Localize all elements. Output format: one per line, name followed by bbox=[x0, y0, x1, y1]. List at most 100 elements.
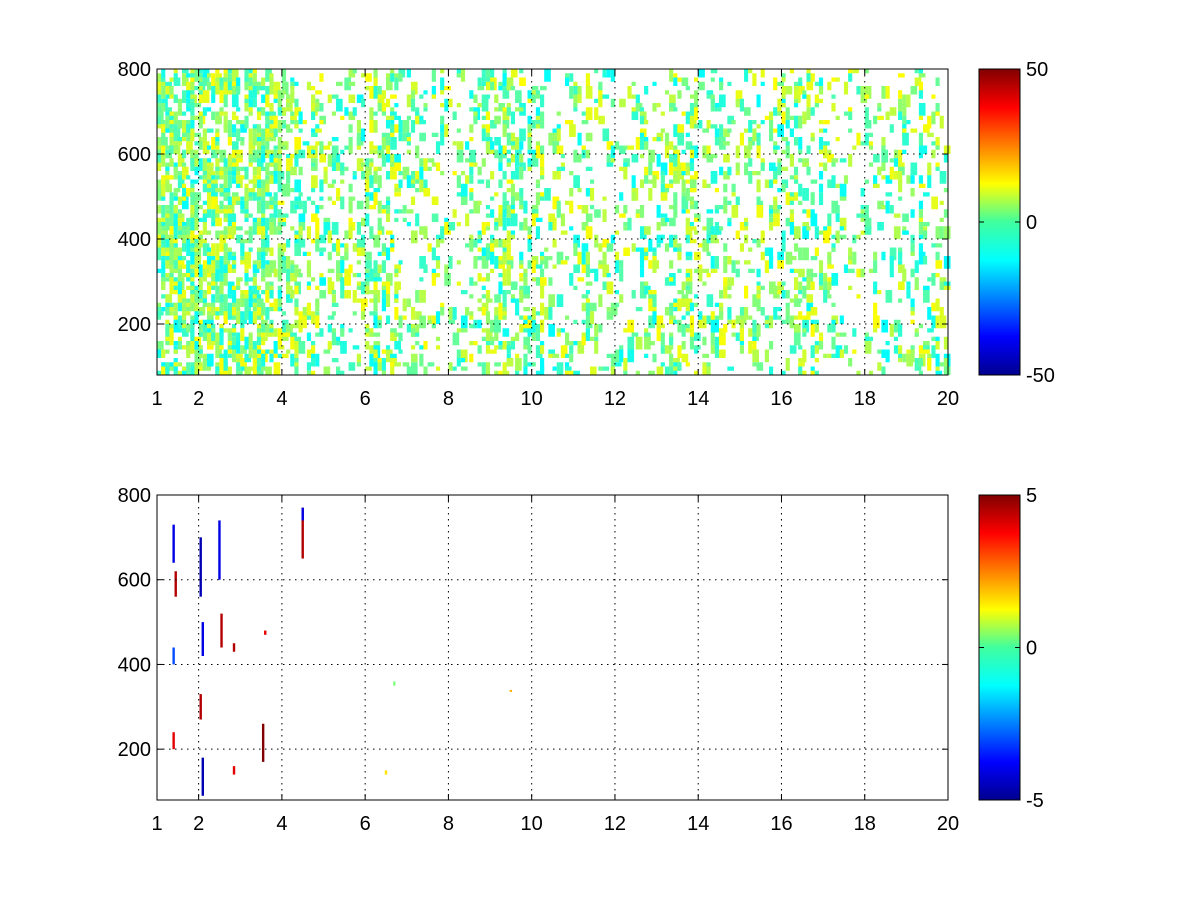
heatmap-cell bbox=[265, 200, 270, 210]
heatmap-cell bbox=[923, 290, 930, 303]
heatmap-cell bbox=[856, 370, 861, 375]
y-tick-label: 200 bbox=[118, 314, 151, 336]
heatmap-cell bbox=[181, 73, 189, 86]
heatmap-cell bbox=[269, 77, 274, 86]
heatmap-cell bbox=[764, 319, 769, 324]
heatmap-cell bbox=[398, 171, 403, 176]
heatmap-cell bbox=[348, 328, 353, 333]
heatmap-cell bbox=[265, 94, 270, 108]
heatmap-cell bbox=[165, 260, 170, 269]
heatmap-cell bbox=[744, 260, 751, 265]
heatmap-cell bbox=[373, 77, 378, 91]
heatmap-cell bbox=[777, 81, 784, 86]
heatmap-cell bbox=[223, 328, 228, 333]
heatmap-cell bbox=[431, 94, 436, 99]
heatmap-cell bbox=[190, 294, 197, 307]
heatmap-cell bbox=[402, 166, 410, 180]
y-tick-label: 600 bbox=[118, 570, 151, 592]
heatmap-cell bbox=[681, 281, 686, 290]
heatmap-cell bbox=[848, 285, 853, 290]
heatmap-cell bbox=[465, 141, 470, 150]
heatmap-cell bbox=[302, 120, 307, 125]
heatmap-cell bbox=[818, 285, 824, 290]
heatmap-cell bbox=[240, 196, 245, 201]
heatmap-cell bbox=[227, 366, 232, 375]
heatmap-cell bbox=[265, 247, 272, 252]
heatmap-cell bbox=[556, 362, 564, 375]
heatmap-cell bbox=[540, 366, 545, 375]
heatmap-cell bbox=[810, 370, 815, 375]
heatmap-cell bbox=[444, 124, 449, 137]
heatmap-cell bbox=[190, 158, 195, 171]
heatmap-cell bbox=[356, 145, 361, 150]
heatmap-cell bbox=[523, 217, 528, 231]
heatmap-cell bbox=[485, 226, 491, 231]
heatmap-cell bbox=[873, 328, 878, 333]
heatmap-cell bbox=[531, 362, 536, 367]
heatmap-cell bbox=[269, 86, 277, 95]
heatmap-cell bbox=[669, 277, 674, 282]
heatmap-cell bbox=[781, 111, 786, 125]
heatmap-cell bbox=[710, 268, 718, 273]
x-tick-label: 6 bbox=[360, 813, 371, 835]
heatmap-cell bbox=[818, 90, 824, 95]
heatmap-cell bbox=[623, 226, 630, 231]
heatmap-cell bbox=[827, 281, 832, 290]
heatmap-cell bbox=[535, 264, 543, 269]
heatmap-cell bbox=[190, 264, 195, 269]
heatmap-mark bbox=[218, 520, 221, 580]
heatmap-cell bbox=[248, 332, 253, 346]
heatmap-cell bbox=[577, 341, 585, 354]
heatmap-cell bbox=[269, 302, 274, 307]
heatmap-cell bbox=[677, 247, 682, 252]
heatmap-cell bbox=[277, 209, 282, 218]
heatmap-cell bbox=[660, 324, 665, 329]
heatmap-cell bbox=[885, 86, 890, 99]
heatmap-cell bbox=[369, 332, 374, 337]
heatmap-cell bbox=[448, 319, 456, 324]
heatmap-cell bbox=[202, 77, 210, 86]
heatmap-cell bbox=[369, 353, 374, 367]
heatmap-cell bbox=[315, 141, 322, 146]
heatmap-cell bbox=[481, 256, 489, 269]
heatmap-cell bbox=[848, 111, 853, 120]
heatmap-cell bbox=[385, 213, 391, 222]
heatmap-cell bbox=[627, 145, 635, 150]
heatmap-cell bbox=[256, 86, 264, 91]
heatmap-cell bbox=[294, 268, 302, 273]
heatmap-cell bbox=[294, 243, 302, 256]
heatmap-cell bbox=[340, 171, 345, 176]
heatmap-cell bbox=[352, 107, 357, 116]
heatmap-cell bbox=[689, 103, 695, 116]
heatmap-cell bbox=[839, 315, 844, 324]
heatmap-cell bbox=[669, 319, 674, 324]
heatmap-cell bbox=[385, 294, 391, 307]
heatmap-cell bbox=[660, 128, 665, 133]
heatmap-cell bbox=[286, 332, 291, 337]
heatmap-cell bbox=[223, 171, 228, 176]
heatmap-cell bbox=[340, 196, 345, 210]
heatmap-cell bbox=[527, 260, 532, 269]
heatmap-mark bbox=[201, 622, 204, 656]
heatmap-cell bbox=[927, 307, 932, 320]
heatmap-cell bbox=[319, 179, 324, 193]
heatmap-cell bbox=[186, 132, 193, 142]
heatmap-cell bbox=[227, 315, 235, 320]
heatmap-cell bbox=[348, 94, 356, 103]
axes-frame bbox=[156, 494, 949, 801]
heatmap-cell bbox=[410, 81, 418, 95]
heatmap-cell bbox=[818, 192, 824, 205]
heatmap-cell bbox=[319, 328, 324, 337]
heatmap-cell bbox=[281, 120, 287, 125]
heatmap-cell bbox=[306, 285, 312, 290]
heatmap-cell bbox=[290, 90, 295, 103]
heatmap-cell bbox=[244, 273, 249, 282]
heatmap-cell bbox=[689, 94, 695, 99]
heatmap-cell bbox=[190, 120, 195, 133]
y-tick-label: 400 bbox=[118, 654, 151, 676]
heatmap-cell bbox=[456, 349, 461, 358]
heatmap-cell bbox=[835, 137, 840, 142]
heatmap-cell bbox=[864, 94, 869, 99]
heatmap-cell bbox=[427, 243, 432, 252]
heatmap-cell bbox=[681, 209, 689, 214]
